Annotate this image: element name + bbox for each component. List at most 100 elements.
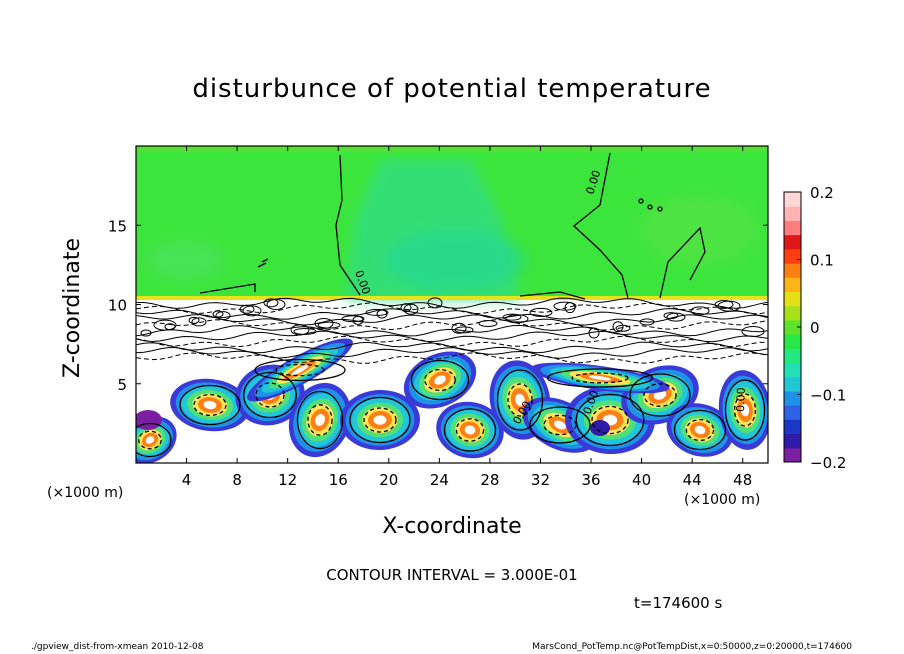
top-band xyxy=(136,146,768,152)
contour-loop xyxy=(400,303,412,313)
inversion-band xyxy=(136,296,768,300)
contour-line xyxy=(136,352,768,364)
x-tick-label: 8 xyxy=(232,471,242,489)
eddy-band xyxy=(145,436,155,444)
contour-line xyxy=(455,418,485,442)
eddy-core xyxy=(590,420,610,436)
upper-layer-variations xyxy=(145,160,760,300)
contour-line xyxy=(546,368,654,388)
contour-line xyxy=(363,407,397,433)
contour-loop xyxy=(663,312,679,320)
contour-loop xyxy=(188,316,200,324)
contour-loop xyxy=(191,317,207,327)
contour-line xyxy=(136,314,768,326)
contour-line xyxy=(136,347,768,359)
contour-loop xyxy=(314,318,334,330)
contour-loop xyxy=(478,320,498,328)
colorbar: 0.2 0.1 0 −0.1 −0.2 xyxy=(783,184,846,472)
contour-loop xyxy=(553,301,577,311)
x-tick-label: 44 xyxy=(683,471,702,489)
contour-line xyxy=(136,297,768,309)
y-tick-label: 5 xyxy=(117,376,127,394)
x-tick-label: 36 xyxy=(581,471,600,489)
time-label: t=174600 s xyxy=(634,594,723,612)
contour-line xyxy=(507,383,533,417)
contour-loop xyxy=(612,321,624,333)
x-tick-label: 16 xyxy=(329,471,348,489)
footer-left: ./gpview_dist-from-xmean 2010-12-08 xyxy=(31,642,204,652)
colorbar-swatch xyxy=(784,305,801,321)
colorbar-swatch xyxy=(784,291,801,307)
contour-line xyxy=(307,404,333,436)
contour-loop xyxy=(365,308,389,316)
colorbar-swatch xyxy=(784,192,801,207)
contour-line xyxy=(136,302,768,315)
x-axis: 4 8 12 16 20 24 28 32 36 40 44 48 xyxy=(182,146,752,489)
contour-line xyxy=(136,341,768,354)
contour-line xyxy=(529,406,591,444)
eddy-band xyxy=(373,415,387,425)
contour-line xyxy=(643,383,677,407)
x-tick-label: 28 xyxy=(480,471,499,489)
colorbar-swatch xyxy=(784,334,801,349)
contour-loop xyxy=(588,327,600,339)
contour-loop xyxy=(714,300,734,309)
y-axis-label: Z-coordinate xyxy=(60,238,85,378)
contour-loop xyxy=(215,311,231,321)
eddy-band xyxy=(434,375,446,385)
contour-line xyxy=(496,369,544,431)
contour-line xyxy=(296,390,344,450)
contour-loop xyxy=(451,322,467,334)
chart-title: disturbunce of potential temperature xyxy=(192,74,712,104)
contour-line xyxy=(254,358,346,382)
x-tick-label: 20 xyxy=(379,471,398,489)
contour-line xyxy=(424,368,456,392)
contour-line xyxy=(443,408,497,452)
eddy-band xyxy=(515,393,525,407)
contour-loop xyxy=(403,303,419,315)
colorbar-tick-label: 0.2 xyxy=(810,184,834,202)
contour-line xyxy=(733,393,757,427)
contour-loop xyxy=(290,324,310,336)
eddy-band xyxy=(694,425,706,435)
contour-line xyxy=(136,330,768,343)
contour-line xyxy=(673,409,727,451)
eddy-band xyxy=(203,400,217,410)
y-tick-label: 10 xyxy=(108,297,127,315)
contour-loop xyxy=(212,310,224,318)
y-axis: 5 10 15 xyxy=(108,217,768,394)
contour-line xyxy=(685,418,715,442)
contour-loop xyxy=(639,318,655,326)
contour-interval: CONTOUR INTERVAL = 3.000E-01 xyxy=(326,566,578,584)
colorbar-swatch xyxy=(784,206,801,221)
contour-line xyxy=(724,379,766,441)
footer-right: MarsCond_PotTemp.nc@PotTempDist,x=0:5000… xyxy=(532,642,852,652)
eddy-band xyxy=(291,364,309,376)
contour-loop xyxy=(341,315,365,323)
contour-line xyxy=(591,405,629,435)
contour-lines xyxy=(136,358,766,458)
colorbar-swatch xyxy=(784,348,801,364)
colorbar-tick-label: −0.2 xyxy=(810,454,846,472)
contour-loop xyxy=(242,305,262,317)
contour-line xyxy=(136,319,768,331)
contour-loop xyxy=(239,304,255,314)
contour-loop xyxy=(140,329,152,337)
contour-line xyxy=(410,359,470,401)
colorbar-swatch xyxy=(784,277,801,292)
x-tick-label: 12 xyxy=(278,471,297,489)
colorbar-tick-label: −0.1 xyxy=(810,387,846,405)
colorbar-tick-label: 0.1 xyxy=(810,252,834,270)
contour-loop xyxy=(502,313,522,321)
x-tick-label: 40 xyxy=(632,471,651,489)
contour-loop xyxy=(454,326,474,334)
contour-line xyxy=(571,372,629,384)
contour-line xyxy=(136,335,768,348)
colorbar-swatch xyxy=(784,447,801,463)
contour-loop xyxy=(690,306,710,316)
contour-line xyxy=(179,384,241,426)
contour-loop xyxy=(741,325,765,337)
contour-loop xyxy=(427,297,443,309)
colorbar-swatch xyxy=(784,220,801,236)
